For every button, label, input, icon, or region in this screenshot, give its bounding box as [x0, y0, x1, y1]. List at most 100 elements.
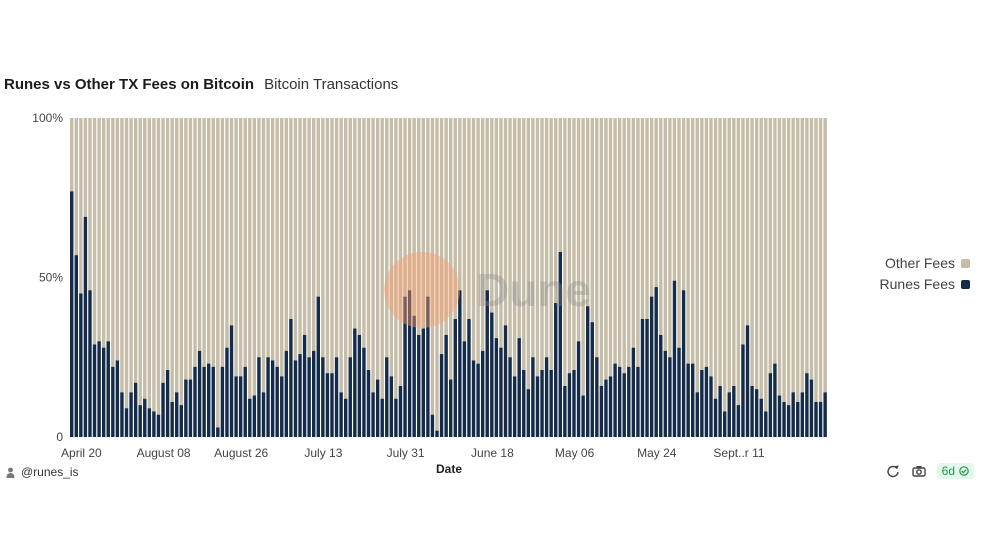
freshness-badge[interactable]: 6d [936, 463, 974, 479]
bar-other-fees [786, 118, 791, 406]
bar-runes-fees [394, 398, 398, 437]
bar-other-fees [302, 118, 307, 335]
bar-other-fees [517, 118, 521, 339]
bar-other-fees [554, 118, 558, 304]
bar-runes-fees [211, 366, 215, 437]
bar-runes-fees [293, 360, 298, 437]
bar-other-fees [133, 118, 138, 383]
bar-other-fees [316, 118, 320, 297]
bar-runes-fees [188, 379, 193, 437]
legend-label-other-fees: Other Fees [884, 255, 955, 271]
bar-other-fees [590, 118, 594, 323]
bar-other-fees [234, 118, 238, 377]
author-link[interactable]: @runes_is [6, 465, 79, 479]
bar-other-fees [275, 118, 279, 367]
bar-other-fees [330, 118, 334, 374]
bar-runes-fees [490, 312, 494, 437]
bar-other-fees [362, 118, 366, 348]
bar-other-fees [544, 118, 549, 358]
bar-other-fees [216, 118, 220, 428]
bar-other-fees [462, 118, 467, 342]
bar-other-fees [147, 118, 152, 409]
bar-runes-fees [512, 376, 517, 437]
bar-runes-fees [549, 370, 553, 437]
legend-item-other-fees[interactable]: Other Fees [885, 255, 970, 271]
bar-runes-fees [782, 401, 786, 437]
bar-other-fees [97, 118, 101, 342]
bar-runes-fees [343, 398, 348, 437]
bar-runes-fees [818, 401, 823, 437]
bar-other-fees [636, 118, 640, 367]
legend-item-runes-fees[interactable]: Runes Fees [880, 276, 970, 292]
bar-runes-fees [234, 376, 238, 437]
bar-other-fees [312, 118, 316, 351]
bar-other-fees [480, 118, 485, 351]
bar-other-fees [307, 118, 311, 358]
x-tick-label: July 31 [387, 446, 425, 460]
bar-runes-fees [266, 357, 270, 437]
bar-other-fees [444, 118, 448, 335]
bar-other-fees [581, 118, 585, 396]
screenshot-button[interactable] [911, 463, 927, 479]
bar-runes-fees [800, 392, 805, 437]
bar-runes-fees [476, 363, 480, 437]
bar-runes-fees [654, 287, 658, 437]
bar-other-fees [252, 118, 257, 396]
bar-runes-fees [467, 318, 471, 437]
bar-runes-fees [88, 290, 92, 437]
bar-runes-fees [156, 414, 161, 437]
bar-other-fees [645, 118, 649, 319]
y-tick-label: 50% [39, 271, 63, 285]
bar-runes-fees [248, 398, 252, 437]
bar-runes-fees [741, 344, 745, 437]
bar-runes-fees [695, 392, 699, 437]
bar-other-fees [654, 118, 658, 288]
bar-other-fees [627, 118, 631, 367]
chart-title: Runes vs Other TX Fees on Bitcoin [4, 76, 255, 93]
bar-other-fees [773, 118, 777, 364]
bar-runes-fees [170, 401, 174, 437]
bar-runes-fees [640, 318, 645, 437]
bar-runes-fees [617, 366, 622, 437]
y-tick-label: 100% [32, 111, 63, 125]
bar-other-fees [522, 118, 526, 371]
bar-runes-fees [147, 408, 152, 437]
bar-other-fees [823, 118, 827, 393]
bar-other-fees [426, 118, 430, 297]
bar-runes-fees [161, 382, 165, 437]
bar-other-fees [261, 118, 266, 393]
bar-runes-fees [777, 395, 782, 437]
bar-runes-fees [202, 366, 206, 437]
bar-other-fees [485, 118, 489, 291]
bar-runes-fees [764, 411, 768, 437]
bar-other-fees [796, 118, 800, 402]
bar-other-fees [540, 118, 544, 371]
bar-other-fees [709, 118, 713, 377]
bar-runes-fees [152, 411, 156, 437]
bar-other-fees [809, 118, 814, 380]
bar-runes-fees [526, 389, 531, 437]
bar-runes-fees [252, 395, 257, 437]
x-tick-label: June 18 [471, 446, 514, 460]
x-tick-label: April 20 [61, 446, 102, 460]
bar-other-fees [686, 118, 690, 364]
bar-runes-fees [659, 334, 663, 437]
bar-other-fees [768, 118, 773, 374]
bar-runes-fees [535, 376, 540, 437]
bar-runes-fees [330, 373, 334, 437]
bar-runes-fees [97, 341, 101, 437]
bar-other-fees [663, 118, 668, 351]
bar-other-fees [298, 118, 302, 355]
refresh-button[interactable] [885, 463, 901, 479]
bar-runes-fees [713, 398, 718, 437]
bar-other-fees [243, 118, 247, 367]
x-tick-label: August 26 [214, 446, 268, 460]
bar-other-fees [677, 118, 681, 348]
bar-runes-fees [796, 401, 800, 437]
bar-other-fees [458, 118, 462, 291]
bar-runes-fees [485, 290, 489, 437]
bar-other-fees [403, 118, 407, 297]
bar-runes-fees [558, 251, 563, 437]
bar-other-fees [700, 118, 704, 371]
bar-runes-fees [722, 411, 727, 437]
